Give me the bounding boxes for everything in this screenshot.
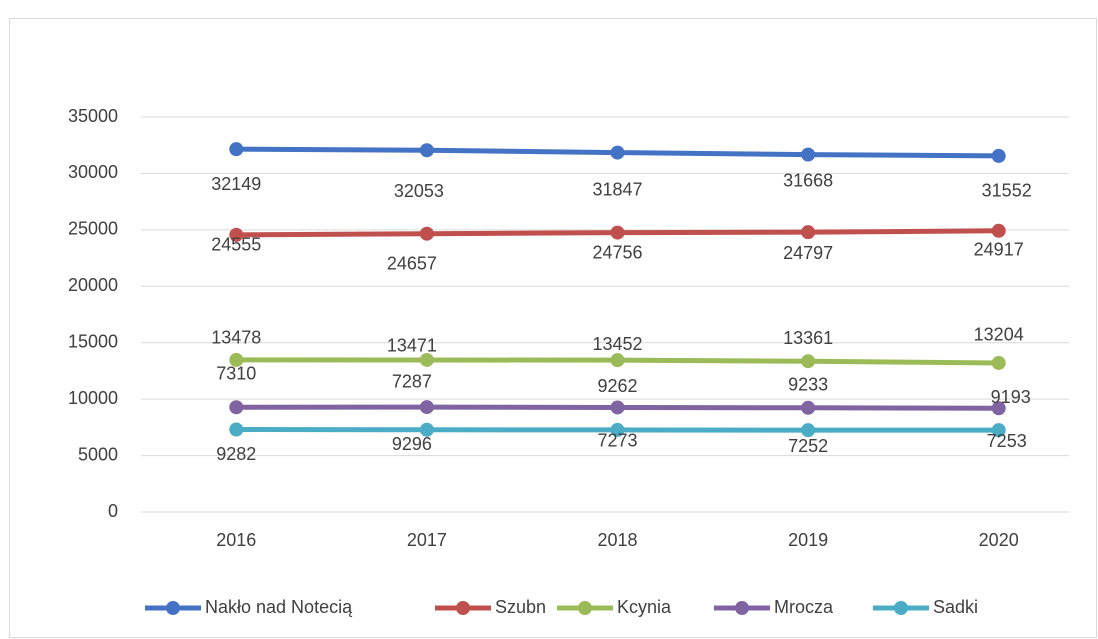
data-label: 7287: [392, 372, 432, 392]
data-label: 7273: [597, 431, 637, 451]
data-label: 24555: [211, 235, 261, 255]
legend-marker: [894, 601, 908, 615]
data-point: [801, 400, 816, 415]
data-point: [610, 145, 625, 160]
x-tick-label: 2016: [216, 530, 256, 550]
data-label: 7252: [788, 436, 828, 456]
y-tick-label: 25000: [68, 219, 118, 239]
data-label: 31668: [783, 170, 833, 190]
data-label: 7253: [987, 431, 1027, 451]
data-point: [991, 401, 1006, 416]
data-label: 9296: [392, 434, 432, 454]
data-point: [229, 422, 244, 437]
y-tick-label: 30000: [68, 162, 118, 182]
data-label: 24797: [783, 243, 833, 263]
legend-label: Sadki: [933, 597, 978, 617]
legend-marker: [578, 601, 592, 615]
legend-label: Kcynia: [617, 597, 672, 617]
y-tick-label: 20000: [68, 275, 118, 295]
legend-label: Mrocza: [774, 597, 834, 617]
legend-marker: [166, 601, 180, 615]
data-point: [801, 147, 816, 162]
y-tick-label: 0: [108, 501, 118, 521]
data-point: [419, 226, 434, 241]
data-label: 7310: [216, 363, 256, 383]
data-label: 32149: [211, 174, 261, 194]
x-tick-label: 2020: [979, 530, 1019, 550]
data-point: [801, 354, 816, 369]
chart-border: [9, 18, 1097, 638]
x-tick-label: 2017: [407, 530, 447, 550]
data-point: [229, 142, 244, 157]
y-tick-label: 5000: [78, 444, 118, 464]
data-label: 9193: [991, 387, 1031, 407]
data-point: [419, 352, 434, 367]
data-point: [801, 225, 816, 240]
data-point: [610, 353, 625, 368]
data-point: [229, 352, 244, 367]
data-label: 24657: [387, 253, 437, 273]
data-label: 31847: [592, 179, 642, 199]
data-point: [419, 422, 434, 437]
data-point: [991, 223, 1006, 238]
data-label: 32053: [394, 181, 444, 201]
data-point: [229, 227, 244, 242]
data-point: [419, 143, 434, 158]
data-point: [610, 225, 625, 240]
data-label: 13471: [387, 336, 437, 356]
x-tick-label: 2019: [788, 530, 828, 550]
y-tick-label: 10000: [68, 388, 118, 408]
data-label: 13452: [592, 334, 642, 354]
data-label: 13478: [211, 328, 261, 348]
data-point: [801, 423, 816, 438]
data-point: [610, 422, 625, 437]
data-label: 31552: [982, 181, 1032, 201]
data-label: 13204: [974, 325, 1024, 345]
data-label: 24917: [974, 240, 1024, 260]
data-label: 9233: [788, 375, 828, 395]
data-point: [419, 400, 434, 415]
legend-marker: [735, 601, 749, 615]
data-point: [991, 355, 1006, 370]
data-label: 9282: [216, 444, 256, 464]
data-point: [229, 400, 244, 415]
data-point: [991, 423, 1006, 438]
data-label: 13361: [783, 328, 833, 348]
y-tick-label: 15000: [68, 331, 118, 351]
data-label: 24756: [592, 242, 642, 262]
x-tick-label: 2018: [597, 530, 637, 550]
y-tick-label: 35000: [68, 106, 118, 126]
data-label: 9262: [597, 376, 637, 396]
legend-label: Nakło nad Notecią: [205, 597, 353, 617]
data-point: [991, 148, 1006, 163]
data-point: [610, 400, 625, 415]
legend-marker: [456, 601, 470, 615]
legend-label: Szubn: [495, 597, 546, 617]
